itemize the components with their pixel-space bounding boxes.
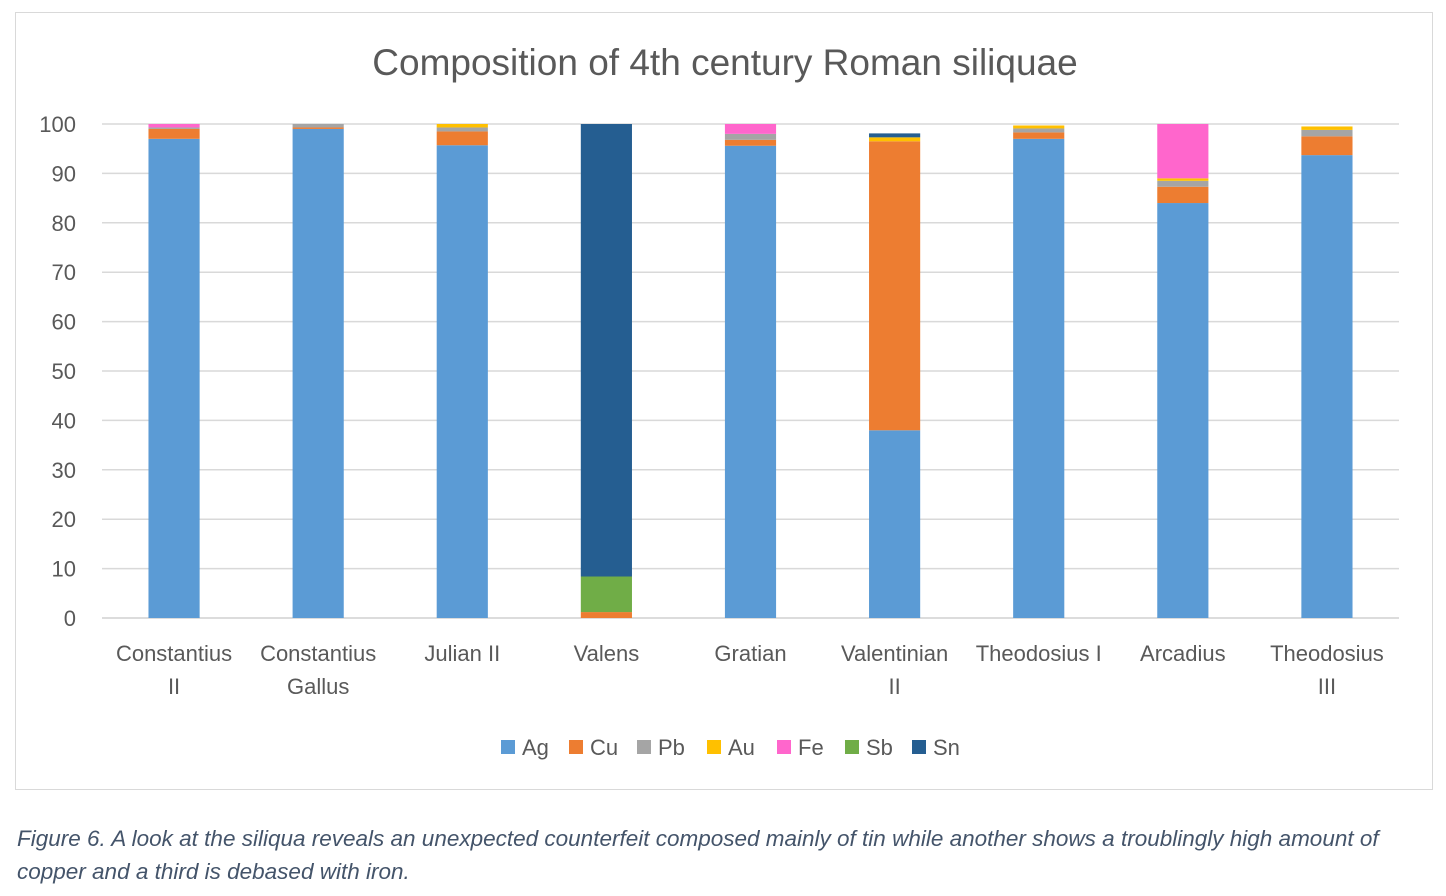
bar-segment [869, 133, 921, 138]
bar-segment [436, 127, 488, 132]
legend-swatch [501, 740, 515, 754]
bar-segment [724, 124, 777, 134]
bar-segment [292, 128, 344, 618]
bar-segment [1301, 155, 1353, 618]
x-tick-label: Julian II [424, 641, 500, 666]
y-tick-label: 20 [52, 507, 76, 532]
bars [148, 124, 1353, 619]
bar-segment [1301, 129, 1353, 137]
y-tick-label: 90 [52, 161, 76, 186]
bar-segment [1013, 132, 1065, 139]
y-tick-label: 0 [64, 606, 76, 631]
bar-segment [869, 430, 921, 618]
x-tick-label: Valens [574, 641, 640, 666]
y-tick-label: 60 [52, 310, 76, 335]
legend-label: Au [728, 735, 755, 760]
bar-segment [580, 124, 632, 577]
bar-segment [148, 138, 200, 618]
figure-caption: Figure 6. A look at the siliqua reveals … [17, 826, 1379, 884]
bar-segment [1157, 203, 1209, 619]
bar-segment [436, 124, 488, 128]
y-tick-label: 100 [39, 112, 76, 137]
bar-segment [436, 145, 488, 618]
chart-title: Composition of 4th century Roman siliqua… [372, 42, 1077, 83]
y-tick-label: 80 [52, 211, 76, 236]
legend-swatch [777, 740, 791, 754]
y-tick-label: 40 [52, 408, 76, 433]
x-tick-label: Constantius [116, 641, 232, 666]
bar-segment [1013, 128, 1065, 133]
bar-segment [724, 145, 777, 618]
legend-swatch [707, 740, 721, 754]
legend-swatch [845, 740, 859, 754]
legend-label: Fe [798, 735, 824, 760]
bar-segment [1013, 125, 1065, 129]
x-tick-label: Gratian [714, 641, 786, 666]
bar-segment [148, 127, 200, 129]
stacked-bar-chart: Composition of 4th century Roman siliqua… [39, 42, 1399, 760]
bar-segment [1157, 180, 1209, 187]
bar-segment [580, 612, 632, 618]
x-tick-label: II [888, 674, 900, 699]
y-tick-label: 30 [52, 458, 76, 483]
legend-label: Cu [590, 735, 618, 760]
bar-segment [869, 141, 921, 431]
bar-segment [292, 127, 344, 129]
legend-label: Sb [866, 735, 893, 760]
x-axis: Constantius II Constantius Gallus Julian II V… [116, 641, 1384, 699]
bar-segment [1013, 138, 1065, 618]
bar-segment [436, 131, 488, 146]
bar-segment [1157, 178, 1209, 181]
legend-label: Sn [933, 735, 960, 760]
bar-segment [869, 137, 921, 142]
bar-segment [1157, 124, 1209, 179]
x-tick-label: Arcadius [1140, 641, 1226, 666]
bar-segment [1301, 126, 1353, 130]
legend: Ag Cu Pb Au Fe Sb Sn [501, 735, 960, 760]
y-tick-label: 10 [52, 557, 76, 582]
y-tick-label: 70 [52, 260, 76, 285]
bar-segment [724, 139, 777, 146]
legend-label: Ag [522, 735, 549, 760]
x-tick-label: Theodosius I [976, 641, 1102, 666]
bar-segment [580, 576, 632, 613]
x-tick-label: Valentinian [841, 641, 948, 666]
legend-swatch [569, 740, 583, 754]
x-tick-label: Theodosius [1270, 641, 1384, 666]
legend-swatch [912, 740, 926, 754]
x-tick-label: II [168, 674, 180, 699]
x-tick-label: III [1318, 674, 1336, 699]
y-axis: 0 10 20 30 40 50 60 70 80 90 100 [39, 112, 76, 631]
bar-segment [148, 128, 200, 139]
x-tick-label: Constantius [260, 641, 376, 666]
bar-segment [1157, 186, 1209, 204]
bar-segment [724, 133, 777, 140]
legend-swatch [637, 740, 651, 754]
y-tick-label: 50 [52, 359, 76, 384]
legend-label: Pb [658, 735, 685, 760]
bar-segment [1301, 136, 1353, 156]
x-tick-label: Gallus [287, 674, 349, 699]
bar-segment [148, 124, 200, 128]
bar-segment [292, 124, 344, 128]
